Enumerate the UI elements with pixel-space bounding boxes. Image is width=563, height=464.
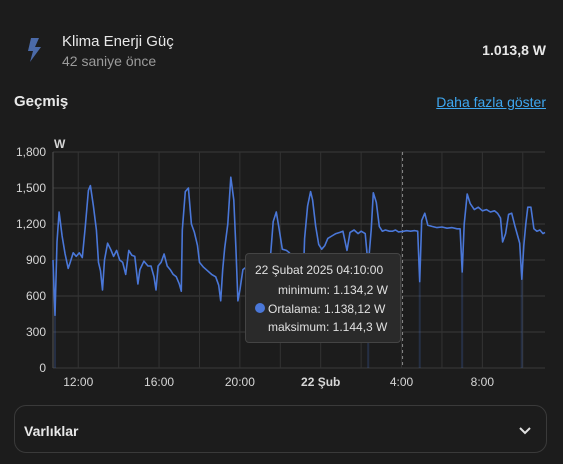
lightning-bolt-icon [28, 38, 41, 62]
assets-expander[interactable]: Varlıklar [14, 405, 547, 453]
x-tick-label: 8:00 [471, 375, 495, 389]
chart-tooltip: 22 Şubat 2025 04:10:00 minimum: 1.134,2 … [245, 253, 401, 343]
tooltip-average: Ortalama: 1.138,12 W [268, 302, 386, 316]
y-tick-label: 1,500 [16, 181, 46, 195]
entity-state-value: 1.013,8 W [482, 42, 546, 58]
y-tick-label: 300 [26, 325, 46, 339]
y-axis-label: W [54, 137, 66, 151]
y-tick-label: 900 [26, 253, 46, 267]
history-title: Geçmiş [14, 93, 69, 110]
tooltip-series-dot [255, 303, 265, 313]
entity-last-changed: 42 saniye önce [62, 53, 157, 69]
series-line [52, 176, 546, 316]
x-tick-label: 12:00 [63, 375, 93, 389]
assets-label: Varlıklar [24, 423, 79, 439]
tooltip-maximum: maksimum: 1.144,3 W [268, 320, 388, 334]
y-tick-label: 600 [26, 289, 46, 303]
x-tick-label: 22 Şub [301, 375, 340, 389]
chevron-down-icon[interactable] [517, 422, 533, 438]
show-more-link[interactable]: Daha fazla göster [436, 94, 546, 110]
y-tick-label: 0 [39, 361, 46, 375]
y-tick-label: 1,800 [16, 145, 46, 159]
tooltip-minimum: minimum: 1.134,2 W [277, 283, 388, 297]
tooltip-title: 22 Şubat 2025 04:10:00 [255, 263, 384, 277]
entity-name: Klima Enerji Güç [62, 33, 174, 50]
x-tick-label: 4:00 [390, 375, 414, 389]
y-tick-label: 1,200 [16, 217, 46, 231]
x-tick-label: 16:00 [144, 375, 174, 389]
entity-row[interactable]: Klima Enerji Güç 42 saniye önce 1.013,8 … [0, 0, 563, 90]
x-tick-label: 20:00 [225, 375, 255, 389]
